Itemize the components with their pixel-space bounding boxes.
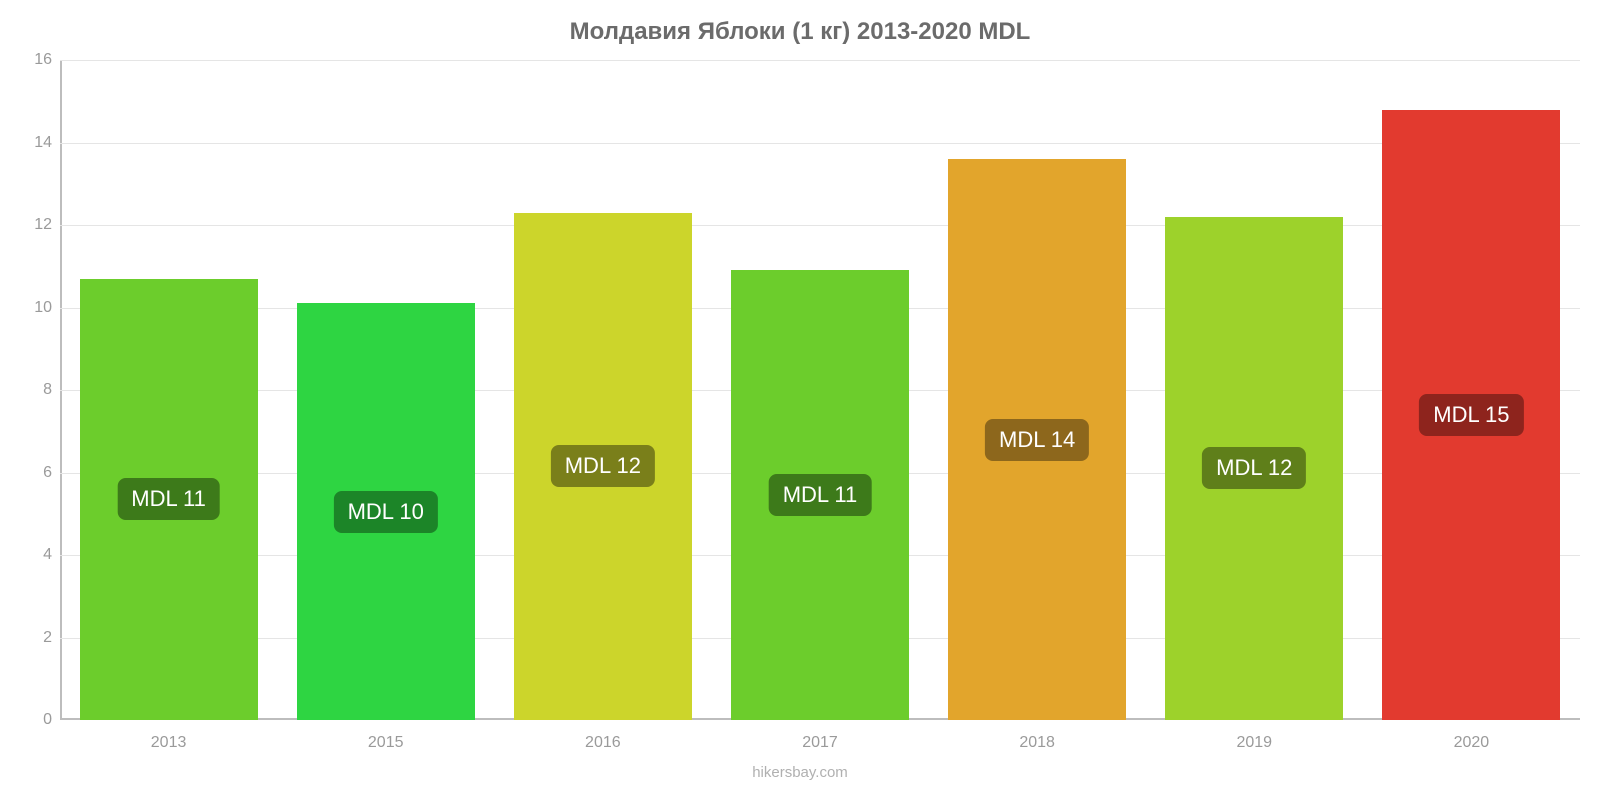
x-tick-label: 2018 (1019, 734, 1055, 752)
bar: MDL 10 (297, 303, 475, 720)
bars-container: MDL 112013MDL 102015MDL 122016MDL 112017… (60, 60, 1580, 720)
x-tick-label: 2016 (585, 734, 621, 752)
bar-value-badge: MDL 14 (985, 419, 1089, 461)
y-tick-label: 8 (43, 381, 52, 399)
y-tick-label: 4 (43, 546, 52, 564)
x-tick-label: 2020 (1454, 734, 1490, 752)
bar-value-badge: MDL 10 (334, 491, 438, 533)
bar-slot: MDL 122016 (494, 213, 711, 720)
bar: MDL 12 (1165, 217, 1343, 720)
bar: MDL 14 (948, 159, 1126, 720)
bar-value-badge: MDL 11 (117, 478, 220, 520)
bar: MDL 11 (80, 279, 258, 720)
x-tick-label: 2017 (802, 734, 838, 752)
chart-title: Молдавия Яблоки (1 кг) 2013-2020 MDL (0, 0, 1600, 46)
y-tick-label: 10 (34, 299, 52, 317)
bar: MDL 11 (731, 270, 909, 720)
y-tick-label: 12 (34, 216, 52, 234)
x-tick-label: 2015 (368, 734, 404, 752)
y-tick-label: 0 (43, 711, 52, 729)
x-tick-label: 2019 (1236, 734, 1272, 752)
bar-slot: MDL 142018 (929, 159, 1146, 720)
bar: MDL 12 (514, 213, 692, 720)
bar-value-badge: MDL 15 (1419, 394, 1523, 436)
bar-value-badge: MDL 11 (769, 474, 872, 516)
bar-slot: MDL 102015 (277, 303, 494, 720)
bar-value-badge: MDL 12 (1202, 447, 1306, 489)
bar-slot: MDL 122019 (1146, 217, 1363, 720)
bar-slot: MDL 152020 (1363, 110, 1580, 721)
bar-value-badge: MDL 12 (551, 445, 655, 487)
y-tick-label: 2 (43, 629, 52, 647)
bar: MDL 15 (1382, 110, 1560, 721)
y-tick-label: 16 (34, 51, 52, 69)
y-tick-label: 6 (43, 464, 52, 482)
bar-slot: MDL 112013 (60, 279, 277, 720)
attribution-text: hikersbay.com (0, 764, 1600, 781)
bar-slot: MDL 112017 (711, 270, 928, 720)
x-tick-label: 2013 (151, 734, 187, 752)
plot-area: 0246810121416 MDL 112013MDL 102015MDL 12… (60, 60, 1580, 720)
y-tick-label: 14 (34, 134, 52, 152)
